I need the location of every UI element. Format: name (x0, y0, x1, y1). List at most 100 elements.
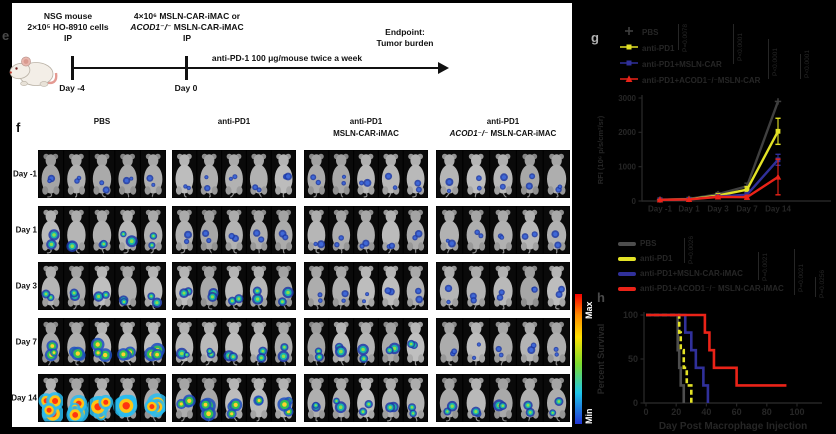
pbs-plus-marker-icon (620, 23, 638, 41)
panel-label-f: f (16, 120, 21, 135)
mice-bioluminescence-image (435, 373, 571, 423)
mice-image-cell (171, 205, 297, 255)
antipd1-line-swatch-icon (618, 250, 636, 268)
mice-image-cell (435, 373, 571, 423)
legend-item-mslncar: anti-PD1+MSLN-CAR (620, 56, 760, 72)
mice-image-cell (171, 149, 297, 199)
legend-item-pbs: PBS (620, 24, 760, 40)
bioluminescence-colorbar (575, 294, 582, 424)
tumor-injection-caption: NSG mouse 2×10⁵ HO-8910 cells IP (27, 11, 109, 43)
acod1ko-line-swatch-icon (618, 280, 636, 298)
svg-text:40: 40 (701, 407, 711, 417)
pvalue-label: P<0.0001 (804, 49, 811, 78)
svg-text:Day 3: Day 3 (707, 205, 729, 214)
timeline-tick-day-0 (185, 56, 188, 80)
row-label-day-7: Day 7 (15, 337, 37, 347)
group-header-antipd1: anti-PD1 (217, 117, 251, 126)
legend-item-acod1ko-mslncar-imac: anti-PD1+ACOD1⁻/⁻ MSLN-CAR-iMAC (618, 281, 784, 296)
mice-image-cell (37, 373, 169, 425)
group-header-pbs: PBS (93, 117, 111, 126)
mice-image-cell (435, 205, 571, 255)
mslncar-square-marker-icon (620, 55, 638, 73)
mice-bioluminescence-image (171, 149, 297, 199)
chart-h-legend: PBS anti-PD1 anti-PD1+MSLN-CAR-iMAC anti… (618, 236, 784, 296)
mice-bioluminescence-image (303, 261, 429, 311)
legend-label: anti-PD1 (640, 254, 673, 263)
svg-text:100: 100 (623, 310, 638, 320)
svg-text:20: 20 (671, 407, 681, 417)
h-x-axis-label: Day Post Macrophage Injection (659, 421, 807, 432)
svg-text:Day -1: Day -1 (648, 205, 673, 214)
pvalue-bracket (800, 54, 802, 79)
antipd1-square-marker-icon (620, 39, 638, 57)
svg-text:50: 50 (628, 354, 638, 364)
right-chart-panel: g PBS anti-PD1 anti-PD1+MSLN-CAR anti-PD… (590, 0, 836, 434)
mice-bioluminescence-image (435, 205, 571, 255)
chart-g-legend: PBS anti-PD1 anti-PD1+MSLN-CAR anti-PD1+… (620, 24, 760, 88)
svg-text:100: 100 (789, 407, 804, 417)
group-header-antipd1-mslncar: anti-PD1 MSLN-CAR-iMAC (333, 117, 399, 138)
timeline-label-day-minus4: Day -4 (59, 83, 85, 93)
tumor-burden-line-chart: 0 1000 2000 3000 RFI (10⁶ p/s/cm²/sr) Day -1 D… (596, 94, 831, 214)
survival-curve-chart: 0 50 100 0 20 40 60 80 100 Day Post Macrophage In… (596, 310, 822, 432)
mice-image-cell (435, 261, 571, 311)
mac-injection-caption: 4×10⁶ MSLN-CAR-iMAC or ACOD1⁻/⁻ MSLN-CAR-… (130, 11, 244, 43)
mice-bioluminescence-image (37, 373, 169, 425)
legend-label: anti-PD1+MSLN-CAR-iMAC (640, 269, 743, 278)
svg-text:1000: 1000 (618, 162, 636, 171)
mice-bioluminescence-image (435, 317, 571, 367)
mice-image-cell (37, 317, 167, 367)
legend-label: anti-PD1 (642, 43, 675, 53)
svg-text:2000: 2000 (618, 128, 636, 137)
mice-bioluminescence-image (37, 261, 167, 311)
svg-text:Day 14: Day 14 (765, 205, 791, 214)
legend-item-acod1ko-mslncar: anti-PD1+ACOD1⁻/⁻MSLN-CAR (620, 72, 760, 88)
mice-image-cell (303, 373, 429, 423)
pvalue-bracket (768, 39, 770, 79)
timeline-line (72, 67, 440, 70)
mice-image-cell (171, 317, 297, 367)
mice-bioluminescence-image (303, 149, 429, 199)
row-label-day-3: Day 3 (15, 281, 37, 291)
mice-image-cell (303, 205, 429, 255)
legend-item-antipd1: anti-PD1 (620, 40, 760, 56)
pvalue-label: P=0.0078 (682, 23, 689, 52)
pvalue-label: P=0.0026 (688, 235, 695, 264)
panel-label-e: e (2, 28, 10, 43)
mice-bioluminescence-image (435, 261, 571, 311)
series-line-PBS (659, 101, 780, 201)
mice-bioluminescence-image (171, 317, 297, 367)
survival-line-anti-PD1+ACOD1⁻/⁻ MSLN-CAR-iMAC (646, 313, 787, 387)
g-y-axis-label: RFI (10⁶ p/s/cm²/sr) (596, 115, 605, 184)
survival-line-anti-PD1+MSLN-CAR-iMAC (646, 313, 710, 403)
mice-bioluminescence-image (303, 373, 429, 423)
legend-label: anti-PD1+ACOD1⁻/⁻ MSLN-CAR-iMAC (640, 284, 784, 293)
endpoint-caption: Endpoint: Tumor burden (376, 27, 434, 48)
timeline-arrowhead-icon (438, 61, 449, 74)
pvalue-bracket (684, 238, 686, 263)
mice-bioluminescence-image (37, 317, 167, 367)
pvalue-bracket (815, 277, 817, 297)
mice-bioluminescence-image (171, 373, 297, 423)
mice-bioluminescence-image (37, 205, 167, 255)
timeline-tick-day-minus4 (71, 56, 74, 80)
antibody-dosing-caption: anti-PD-1 100 μg/mouse twice a week (211, 53, 363, 63)
mice-image-cell (171, 373, 297, 423)
pvalue-bracket (794, 249, 796, 295)
mice-bioluminescence-image (37, 149, 167, 199)
pvalue-label: P<0.0001 (772, 47, 779, 76)
svg-text:60: 60 (732, 407, 742, 417)
acod1ko-triangle-marker-icon (620, 71, 638, 89)
pvalue-label: P<0.0001 (737, 32, 744, 61)
legend-label: anti-PD1+ACOD1⁻/⁻MSLN-CAR (642, 75, 761, 85)
legend-label: anti-PD1+MSLN-CAR (642, 59, 722, 69)
legend-label: PBS (642, 27, 659, 37)
mice-image-cell (37, 205, 167, 255)
pvalue-bracket (733, 24, 735, 64)
legend-item-mslncar-imac: anti-PD1+MSLN-CAR-iMAC (618, 266, 784, 281)
mice-image-cell (303, 149, 429, 199)
panel-label-h: h (597, 290, 605, 305)
svg-text:0: 0 (633, 398, 638, 408)
pvalue-label: P=0.0021 (762, 252, 769, 281)
